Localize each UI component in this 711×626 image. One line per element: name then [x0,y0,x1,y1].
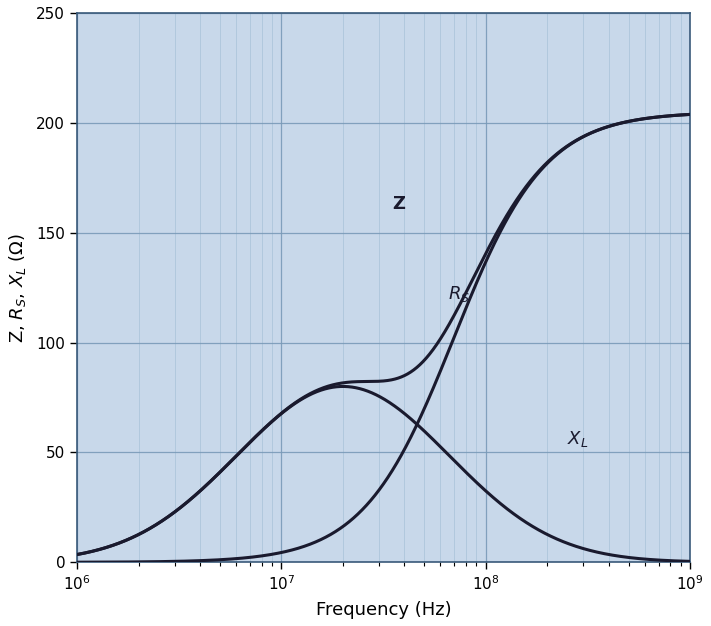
Text: $X_L$: $X_L$ [567,429,589,449]
Text: Z: Z [392,195,405,213]
Text: $R_S$: $R_S$ [448,284,470,304]
Y-axis label: Z, $R_S$, $X_L$ ($\Omega$): Z, $R_S$, $X_L$ ($\Omega$) [7,233,28,342]
X-axis label: Frequency (Hz): Frequency (Hz) [316,601,451,619]
